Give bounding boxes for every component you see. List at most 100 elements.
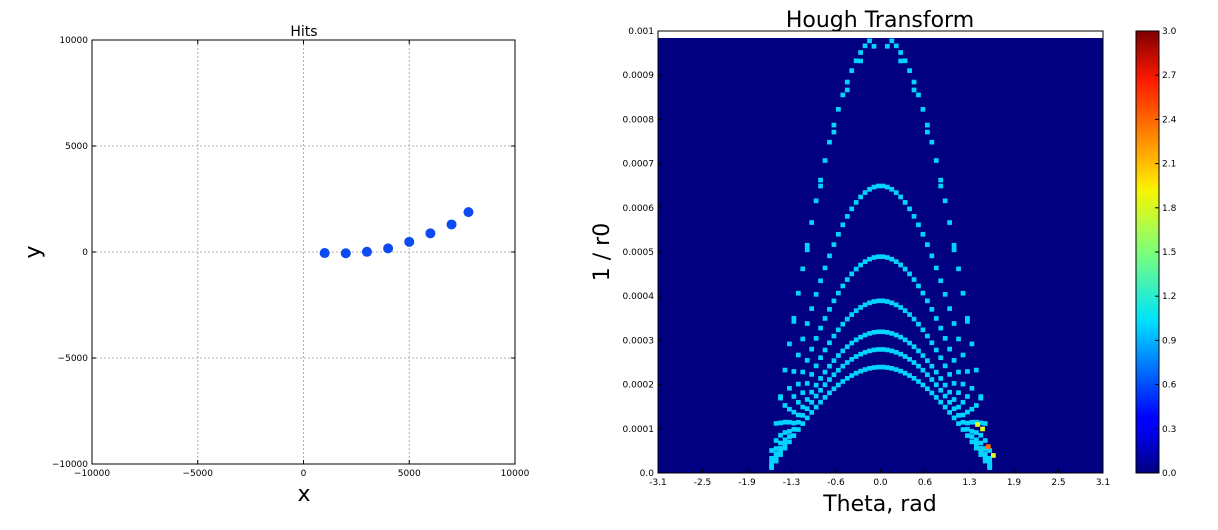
hough-cell — [827, 139, 832, 145]
hough-cell — [884, 255, 890, 260]
hough-cell — [800, 336, 806, 342]
hough-cell — [787, 434, 792, 439]
hough-cell — [813, 292, 819, 297]
hough-cell — [844, 344, 850, 350]
hits-points — [319, 207, 474, 259]
hough-cell — [818, 399, 823, 405]
hough-cell — [809, 346, 815, 352]
hough-cell — [782, 367, 788, 373]
hough-cell — [902, 308, 908, 314]
hough-cell — [916, 348, 921, 354]
hough-cell — [960, 352, 966, 358]
hough-cell — [840, 321, 846, 327]
hough-cell — [787, 341, 792, 347]
hits-y-tick-label: 5000 — [65, 142, 88, 152]
hough-cell — [827, 363, 832, 369]
hough-cell — [831, 129, 837, 135]
hough-x-tick-label: 3.1 — [1096, 478, 1110, 488]
colorbar-tick-label: 3.0 — [1162, 27, 1177, 37]
colorbar-tick-labels: 0.0 0.3 0.6 0.9 1.2 1.5 1.8 2.1 2.4 2.7 3.0 — [1155, 27, 1177, 479]
colorbar-tick-label: 2.4 — [1162, 115, 1177, 125]
hough-cell — [942, 198, 948, 204]
hough-cell — [902, 266, 908, 272]
hough-cell — [969, 419, 975, 425]
hough-cell — [858, 262, 863, 268]
hough-cell — [795, 427, 801, 432]
hough-cell — [925, 298, 930, 304]
hough-cell — [853, 337, 859, 343]
hough-cell — [951, 397, 957, 402]
hough-cell — [916, 321, 921, 327]
hough-cell — [836, 106, 841, 112]
hough-cell — [831, 372, 837, 378]
hough-cell — [916, 363, 921, 369]
hough-x-tick-label: -0.6 — [827, 478, 845, 488]
hough-cell — [902, 337, 908, 343]
colorbar-tick-label: 1.2 — [1162, 292, 1176, 302]
hough-cell — [804, 406, 810, 412]
hough-cell — [831, 298, 837, 304]
hough-cell — [818, 177, 823, 183]
hough-y-tick-label: 0.0004 — [623, 292, 655, 302]
hough-cell — [809, 389, 815, 395]
hough-cell — [871, 255, 877, 260]
hough-cell — [942, 404, 948, 410]
hits-chart-title: Hits — [290, 24, 317, 40]
hough-y-tick-label: 0.0002 — [623, 381, 655, 391]
hough-cell — [960, 419, 966, 425]
hough-cell — [787, 406, 792, 412]
hough-cell — [822, 382, 828, 388]
hough-cell — [933, 395, 939, 400]
hough-cell — [893, 302, 899, 308]
hough-cell — [795, 399, 801, 405]
hough-cell — [876, 254, 881, 259]
hough-cell — [973, 403, 979, 408]
hough-hot-cell — [985, 444, 991, 449]
hough-cell — [889, 366, 895, 371]
hough-cell — [818, 278, 823, 284]
hough-cell — [858, 194, 863, 200]
hough-x-tick-label: -1.9 — [738, 478, 756, 488]
hough-cell — [844, 87, 850, 93]
hough-cell — [938, 183, 944, 189]
hits-y-axis-label: y — [21, 245, 46, 258]
hough-cell — [876, 329, 881, 335]
hough-cell — [929, 377, 935, 382]
hits-x-tick-label: 5000 — [398, 469, 421, 479]
hough-cell — [822, 316, 828, 321]
hough-cell — [818, 355, 823, 361]
hough-cell — [925, 372, 930, 378]
hough-cell — [978, 420, 984, 426]
hough-cell — [969, 434, 975, 439]
hough-cell — [831, 242, 837, 247]
hough-cell — [804, 247, 810, 253]
hits-y-tick-label: −10000 — [52, 460, 88, 470]
hough-cell — [849, 373, 855, 378]
hough-cell — [822, 265, 828, 271]
hough-cell — [871, 184, 877, 190]
hough-cell — [889, 300, 895, 306]
hits-point — [463, 207, 474, 218]
hough-cell — [951, 247, 957, 253]
hough-cell — [987, 448, 993, 453]
hough-cell — [853, 266, 859, 272]
hough-cell — [880, 183, 886, 189]
hough-cell — [978, 440, 984, 446]
hough-cell — [965, 427, 970, 432]
hough-cell — [809, 306, 815, 311]
hough-cell — [907, 68, 912, 73]
hough-cell — [791, 394, 797, 399]
hough-cell — [800, 413, 806, 418]
hough-cell — [925, 358, 930, 363]
hough-cell — [933, 382, 939, 388]
hough-cell — [911, 87, 917, 93]
hough-cell — [871, 347, 877, 353]
hough-cell — [884, 184, 890, 190]
hits-x-tick-label: −10000 — [74, 469, 110, 479]
hough-cell — [920, 382, 926, 388]
hough-cell — [769, 455, 774, 461]
hough-cell — [844, 316, 850, 322]
hough-cell — [973, 445, 979, 451]
hough-cell — [836, 382, 841, 388]
hough-cell — [880, 364, 886, 370]
